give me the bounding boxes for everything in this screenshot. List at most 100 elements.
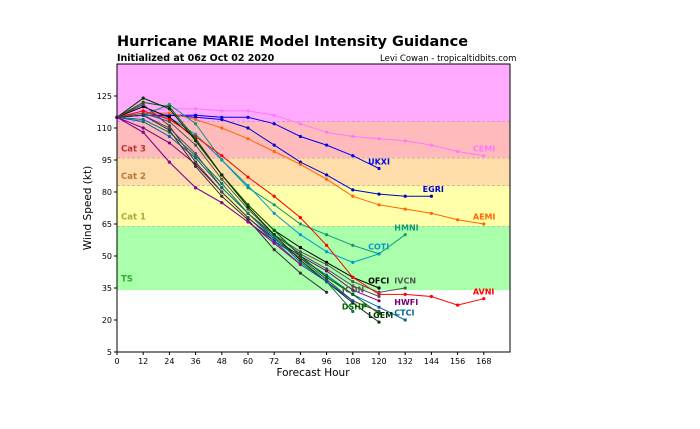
data-point bbox=[298, 134, 302, 139]
data-point bbox=[377, 286, 381, 290]
data-point bbox=[351, 284, 355, 288]
data-point bbox=[377, 294, 381, 299]
data-point bbox=[141, 117, 145, 122]
band-4 bbox=[117, 64, 510, 122]
data-point bbox=[298, 233, 302, 237]
data-point bbox=[325, 262, 329, 267]
data-point bbox=[325, 143, 329, 147]
series-label-icon: ICON bbox=[342, 285, 364, 294]
data-point bbox=[377, 305, 381, 309]
x-tick-label: 96 bbox=[322, 357, 332, 366]
data-point bbox=[403, 194, 407, 198]
data-point bbox=[220, 190, 224, 194]
y-tick-label: 110 bbox=[97, 124, 112, 133]
data-point bbox=[272, 211, 276, 215]
y-tick-label: 20 bbox=[102, 316, 112, 325]
series-label-dshp: DSHP bbox=[342, 302, 367, 311]
x-tick-label: 156 bbox=[450, 357, 465, 366]
data-point bbox=[167, 128, 171, 132]
data-point bbox=[351, 292, 355, 296]
data-point bbox=[377, 192, 381, 196]
data-point bbox=[298, 216, 302, 220]
data-point bbox=[403, 286, 407, 290]
data-point bbox=[167, 107, 171, 111]
data-point bbox=[220, 126, 224, 130]
data-point bbox=[167, 117, 171, 122]
data-point bbox=[194, 107, 198, 111]
series-line-unlabeled-15 bbox=[116, 116, 354, 312]
data-point bbox=[141, 102, 145, 107]
band-label: Cat 3 bbox=[121, 144, 146, 154]
data-point bbox=[325, 130, 329, 134]
chart-title: Hurricane MARIE Model Intensity Guidance bbox=[117, 34, 469, 50]
data-point bbox=[325, 250, 329, 254]
data-point bbox=[246, 220, 250, 224]
data-point bbox=[351, 280, 355, 284]
data-point bbox=[456, 149, 460, 154]
data-point bbox=[325, 269, 329, 273]
data-point bbox=[429, 294, 433, 299]
x-tick-label: 144 bbox=[424, 357, 439, 366]
data-point bbox=[351, 194, 355, 198]
x-tick-label: 36 bbox=[191, 357, 201, 366]
data-point bbox=[220, 173, 224, 177]
y-tick-label: 5 bbox=[107, 348, 112, 357]
data-point bbox=[246, 175, 250, 179]
series-label-ukxi: UKXI bbox=[368, 157, 390, 166]
chart-subtitle: Initialized at 06z Oct 02 2020 bbox=[117, 53, 275, 64]
series-lines bbox=[115, 96, 486, 324]
data-point bbox=[377, 320, 381, 324]
series-label-lgem: LGEM bbox=[368, 311, 393, 320]
data-point bbox=[456, 218, 460, 222]
data-point bbox=[194, 139, 198, 143]
data-point bbox=[194, 154, 198, 158]
data-point bbox=[298, 162, 302, 166]
data-point bbox=[272, 194, 276, 198]
series-label-ivcn: IVCN bbox=[394, 277, 416, 286]
x-tick-label: 72 bbox=[269, 357, 279, 366]
data-point bbox=[220, 158, 224, 162]
data-point bbox=[272, 241, 276, 245]
data-point bbox=[351, 154, 355, 158]
data-point bbox=[377, 299, 381, 303]
data-point bbox=[272, 149, 276, 154]
data-point bbox=[456, 303, 460, 307]
data-point bbox=[220, 109, 224, 113]
data-point bbox=[351, 134, 355, 139]
data-point bbox=[429, 143, 433, 147]
y-tick-label: 95 bbox=[102, 156, 112, 165]
y-tick-label: 80 bbox=[102, 188, 112, 197]
data-point bbox=[377, 137, 381, 141]
data-point bbox=[246, 115, 250, 119]
data-point bbox=[141, 109, 145, 113]
data-point bbox=[325, 233, 329, 237]
y-tick-label: 65 bbox=[102, 220, 112, 229]
data-point bbox=[246, 109, 250, 113]
data-point bbox=[325, 177, 329, 181]
data-point bbox=[272, 248, 276, 252]
data-point bbox=[351, 288, 355, 292]
data-point bbox=[194, 117, 198, 122]
data-point bbox=[272, 235, 276, 239]
data-point bbox=[482, 222, 486, 226]
x-tick-label: 24 bbox=[164, 357, 174, 366]
data-point bbox=[167, 124, 171, 128]
data-point bbox=[482, 154, 486, 158]
x-tick-label: 48 bbox=[217, 357, 227, 366]
data-point bbox=[429, 194, 433, 198]
data-point bbox=[482, 297, 486, 301]
data-point bbox=[220, 186, 224, 190]
series-line-unlabeled-18 bbox=[116, 116, 301, 265]
data-point bbox=[403, 233, 407, 237]
data-point bbox=[246, 126, 250, 130]
data-point bbox=[272, 143, 276, 147]
data-point bbox=[141, 96, 145, 100]
data-point bbox=[141, 126, 145, 130]
x-tick-label: 120 bbox=[371, 357, 386, 366]
x-axis-label: Forecast Hour bbox=[276, 367, 350, 379]
data-point bbox=[220, 194, 224, 198]
category-bands: TS Cat 1 Cat 2 Cat 3 bbox=[117, 64, 510, 291]
band-label: TS bbox=[121, 275, 133, 285]
data-point bbox=[298, 271, 302, 275]
